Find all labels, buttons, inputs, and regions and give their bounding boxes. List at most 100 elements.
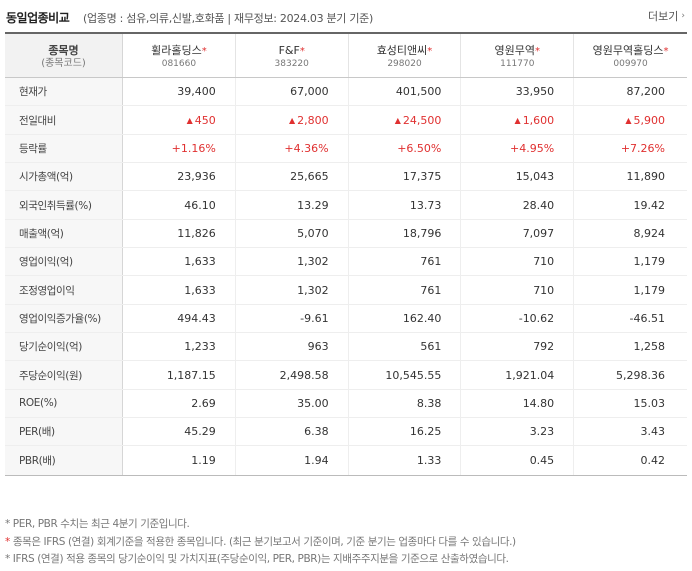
cell-value: -9.61 [300, 311, 329, 325]
industry-meta: (업종명 : 섬유,의류,신발,호화품 | 재무정보: 2024.03 분기 기… [83, 12, 373, 25]
cell-value: +4.36% [284, 141, 329, 155]
cell-value: 1,233 [184, 340, 216, 354]
row-label: 영업이익(억) [5, 248, 123, 276]
company-name-link[interactable]: 효성티앤씨 [376, 44, 428, 57]
cell-value: +7.26% [620, 141, 665, 155]
table-row: 주당순이익(원) 1,187.15 2,498.58 10,545.55 1,921.0… [5, 361, 687, 390]
table-cell: 1,233 [123, 333, 236, 361]
table-cell: 1,179 [574, 248, 687, 275]
company-name-link[interactable]: 휠라홀딩스 [151, 44, 202, 57]
cell-value: 33,950 [515, 85, 555, 99]
row-label: 영업이익증가율(%) [5, 304, 123, 333]
table-cell: 710 [461, 248, 575, 276]
table-cell: 963 [236, 333, 349, 361]
cell-value: 46.10 [184, 198, 216, 212]
table-cell: ▲ 5,900 [574, 106, 687, 133]
table-cell: 28.40 [461, 191, 575, 219]
up-triangle-icon: ▲ [186, 115, 193, 125]
table-header: 종목명 (종목코드) 휠라홀딩스* 081660 F&F* 383220 효성티앤씨* 2… [5, 34, 687, 78]
footnote-per-pbr: * PER, PBR 수치는 최근 4분기 기준입니다. [5, 518, 190, 530]
table-cell: 162.40 [349, 304, 462, 333]
table-cell: 87,200 [574, 78, 687, 105]
table-cell: 13.73 [349, 191, 462, 219]
cell-value: 761 [420, 283, 442, 297]
company-code: 383220 [274, 59, 309, 69]
cell-value: 401,500 [395, 85, 442, 99]
ifrs-star-icon: * [427, 46, 433, 57]
table-cell: 7,097 [461, 219, 575, 248]
table-cell: ▲ 2,800 [236, 106, 349, 134]
cell-value: 13.29 [297, 198, 329, 212]
footnotes: * PER, PBR 수치는 최근 4분기 기준입니다. * 종목은 IFRS … [5, 516, 516, 569]
table-row: PER(배) 45.29 6.38 16.25 3.23 3.43 [5, 418, 687, 447]
table-cell: 1,633 [123, 248, 236, 276]
table-cell: 561 [349, 333, 462, 361]
ifrs-star-icon: * [201, 46, 207, 57]
cell-value: 39,400 [177, 85, 216, 99]
cell-value: 710 [533, 255, 555, 269]
table-cell: 0.42 [574, 446, 687, 474]
table-cell: 67,000 [236, 78, 349, 106]
company-code: 081660 [161, 59, 197, 69]
row-label: 조정영업이익 [5, 276, 123, 304]
cell-value: +1.16% [171, 141, 216, 155]
table-cell: 710 [461, 276, 575, 304]
cell-value: 1.94 [304, 454, 329, 468]
table-cell: 2,498.58 [236, 361, 349, 389]
corner-sub: (종목코드) [41, 58, 86, 69]
more-label: 더보기 [648, 10, 679, 23]
company-name-link[interactable]: F&F [278, 44, 300, 57]
table-cell: 17,375 [349, 163, 462, 191]
cell-value: 14.80 [522, 396, 555, 410]
ifrs-star-icon: * [535, 46, 541, 57]
company-code: 009970 [613, 59, 648, 69]
cell-value: 1,633 [184, 283, 216, 297]
cell-value: 19.42 [633, 198, 665, 212]
table-cell: 14.80 [461, 389, 575, 418]
table-row: 현재가 39,400 67,000 401,500 33,950 87,200 [5, 78, 687, 107]
row-label: 외국인취득률(%) [5, 191, 123, 219]
company-name-link[interactable]: 영원무역홀딩스 [592, 44, 664, 57]
up-triangle-icon: ▲ [625, 115, 632, 125]
cell-value: 1,633 [184, 255, 216, 269]
table-cell: ▲ 1,600 [461, 106, 575, 134]
section-title: 동일업종비교 [6, 11, 70, 25]
table-cell: 494.43 [123, 304, 236, 333]
cell-value: 1.19 [191, 454, 216, 468]
table-cell: 35.00 [236, 389, 349, 418]
table-cell: 1.33 [349, 446, 462, 475]
footnote-ifrs: * 종목은 IFRS (연결) 회계기준을 적용한 종목입니다. (최근 분기보… [5, 534, 516, 552]
cell-value: 8.38 [416, 396, 442, 410]
cell-value: 0.42 [640, 454, 665, 468]
row-label: ROE(%) [5, 389, 123, 418]
table-cell: 6.38 [236, 418, 349, 446]
table-row: 영업이익(억) 1,633 1,302 761 710 1,179 [5, 248, 687, 277]
cell-value: 5,900 [633, 113, 665, 127]
cell-value: 10,545.55 [385, 368, 442, 382]
cell-value: 2,498.58 [279, 368, 329, 382]
table-row: 당기순이익(억) 1,233 963 561 792 1,258 [5, 333, 687, 362]
cell-value: 87,200 [626, 85, 665, 99]
cell-value: 18,796 [402, 226, 442, 240]
cell-value: 1,302 [297, 283, 329, 297]
cell-value: 3.23 [529, 425, 555, 439]
cell-value: 162.40 [402, 311, 442, 325]
company-code: 111770 [500, 59, 535, 69]
table-cell: +4.95% [461, 134, 575, 163]
table-cell: 3.43 [574, 418, 687, 445]
table-cell: 25,665 [236, 163, 349, 191]
table-row: 조정영업이익 1,633 1,302 761 710 1,179 [5, 276, 687, 305]
table-cell: +7.26% [574, 135, 687, 162]
more-link[interactable]: 더보기 › [648, 8, 685, 24]
company-name-link[interactable]: 영원무역 [494, 44, 536, 57]
company-code: 298020 [387, 59, 422, 69]
table-cell: ▲ 450 [123, 106, 236, 134]
cell-value: 8,924 [633, 226, 665, 240]
table-row: 등락률 +1.16% +4.36% +6.50% +4.95% +7.26% [5, 134, 687, 164]
table-row: 외국인취득률(%) 46.10 13.29 13.73 28.40 19.42 [5, 191, 687, 220]
cell-value: 1,600 [522, 113, 555, 127]
row-label: PBR(배) [5, 446, 123, 475]
cell-value: 792 [533, 340, 555, 354]
corner-header: 종목명 (종목코드) [5, 34, 123, 77]
table-cell: 1,921.04 [461, 361, 575, 389]
